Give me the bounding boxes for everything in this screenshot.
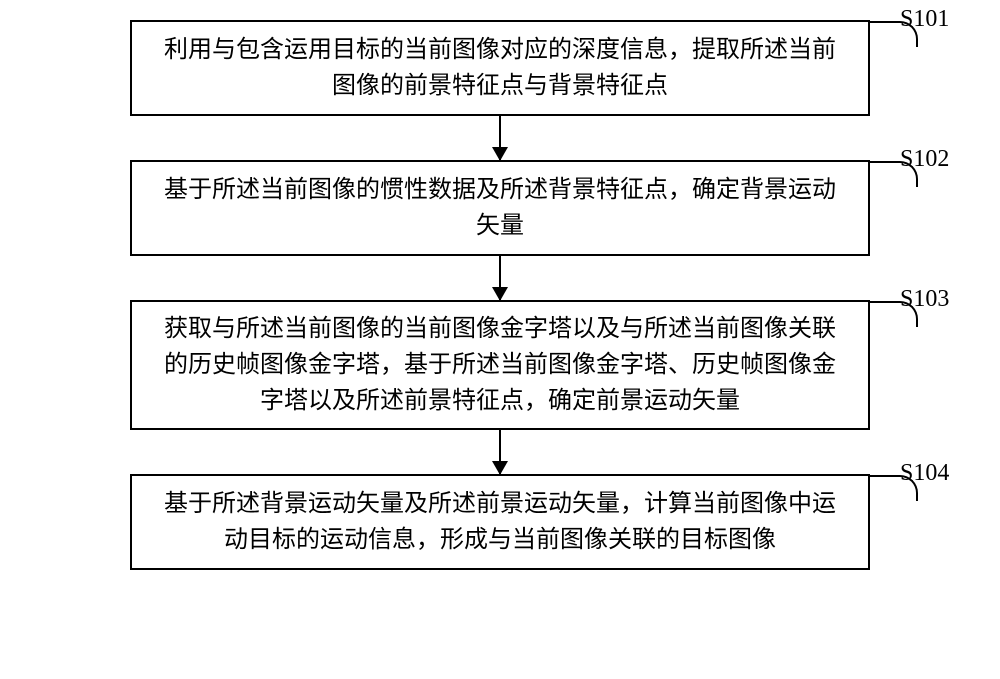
step-box-s104: 基于所述背景运动矢量及所述前景运动矢量，计算当前图像中运动目标的运动信息，形成与… <box>130 474 870 570</box>
step-wrapper-3: 获取与所述当前图像的当前图像金字塔以及与所述当前图像关联的历史帧图像金字塔，基于… <box>130 300 870 430</box>
arrow-1-2 <box>499 116 501 160</box>
step-label-s101: S101 <box>900 6 1000 33</box>
step-label-s104: S104 <box>900 460 1000 487</box>
step-box-s103: 获取与所述当前图像的当前图像金字塔以及与所述当前图像关联的历史帧图像金字塔，基于… <box>130 300 870 430</box>
arrow-3-4 <box>499 430 501 474</box>
flowchart-container: 利用与包含运用目标的当前图像对应的深度信息，提取所述当前图像的前景特征点与背景特… <box>60 20 940 570</box>
step-wrapper-4: 基于所述背景运动矢量及所述前景运动矢量，计算当前图像中运动目标的运动信息，形成与… <box>130 474 870 570</box>
step-box-s101: 利用与包含运用目标的当前图像对应的深度信息，提取所述当前图像的前景特征点与背景特… <box>130 20 870 116</box>
step-wrapper-2: 基于所述当前图像的惯性数据及所述背景特征点，确定背景运动矢量 S102 <box>130 160 870 256</box>
step-label-s102: S102 <box>900 146 1000 173</box>
step-text-s101: 利用与包含运用目标的当前图像对应的深度信息，提取所述当前图像的前景特征点与背景特… <box>162 32 838 104</box>
step-text-s102: 基于所述当前图像的惯性数据及所述背景特征点，确定背景运动矢量 <box>162 172 838 244</box>
arrow-2-3 <box>499 256 501 300</box>
step-text-s104: 基于所述背景运动矢量及所述前景运动矢量，计算当前图像中运动目标的运动信息，形成与… <box>162 486 838 558</box>
step-text-s103: 获取与所述当前图像的当前图像金字塔以及与所述当前图像关联的历史帧图像金字塔，基于… <box>162 311 838 419</box>
step-label-s103: S103 <box>900 286 1000 313</box>
step-wrapper-1: 利用与包含运用目标的当前图像对应的深度信息，提取所述当前图像的前景特征点与背景特… <box>130 20 870 116</box>
step-box-s102: 基于所述当前图像的惯性数据及所述背景特征点，确定背景运动矢量 <box>130 160 870 256</box>
